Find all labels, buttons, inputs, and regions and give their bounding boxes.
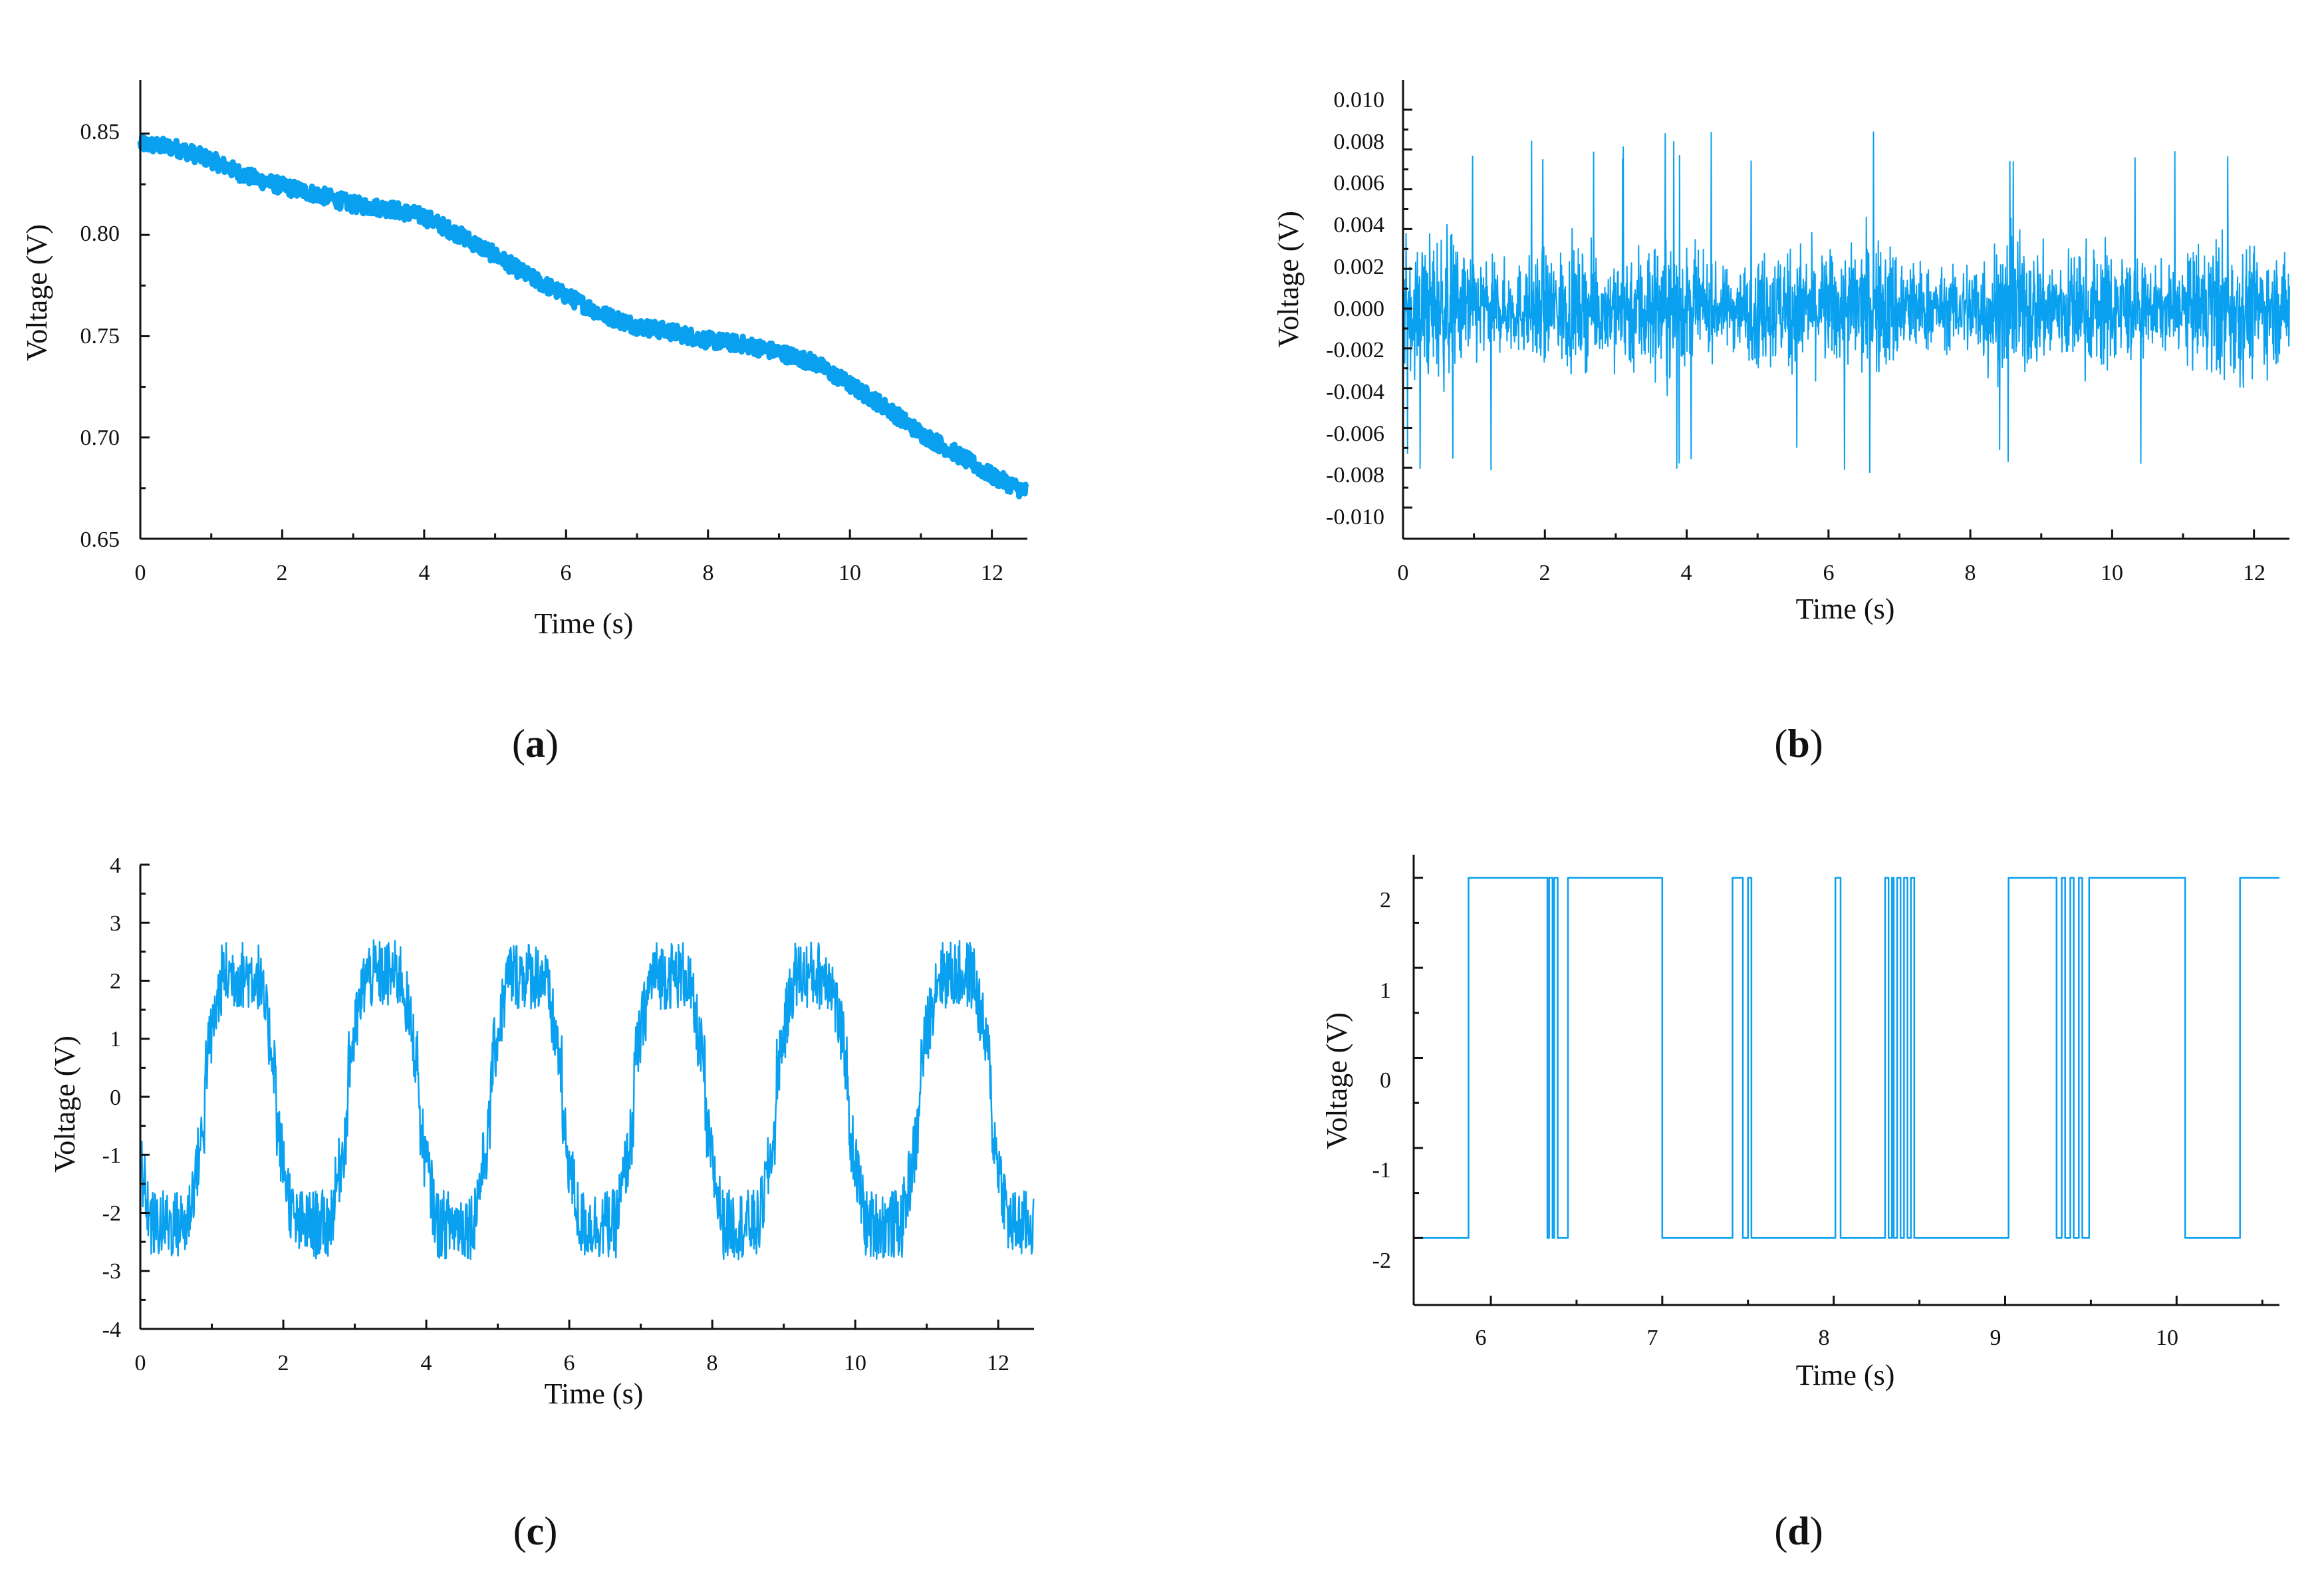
panel-a-y-tick-label: 0.65 <box>80 527 120 552</box>
panel-c-x-tick-label: 6 <box>564 1351 575 1375</box>
panel-a-y-tick-label: 0.75 <box>80 324 120 349</box>
panel-a-y-tick-labels: 0.65 0.70 0.75 0.80 0.85 <box>80 120 120 552</box>
panel-c: -4 -3 -2 -1 0 1 2 3 4 0 2 4 6 8 10 12 Ti… <box>49 853 1035 1553</box>
panel-c-y-tick-label: 1 <box>110 1027 121 1052</box>
panel-b-x-tick-label: 10 <box>2101 561 2123 585</box>
panel-a-tick-marks <box>139 132 993 540</box>
panel-b-caption: (b) <box>1774 722 1823 766</box>
panel-a-x-axis-title: Time (s) <box>535 607 634 640</box>
panel-c-x-tick-label: 4 <box>421 1351 432 1375</box>
panel-c-y-tick-label: 4 <box>110 853 121 878</box>
panel-c-y-tick-labels: -4 -3 -2 -1 0 1 2 3 4 <box>102 853 121 1342</box>
panel-c-tick-marks <box>139 863 999 1330</box>
panel-b-trace <box>1402 131 2290 474</box>
panel-b-y-tick-label: -0.010 <box>1326 505 1384 529</box>
panel-a-y-tick-label: 0.70 <box>80 426 120 450</box>
panel-b-x-axis-title: Time (s) <box>1796 593 1895 625</box>
panel-a: 0.65 0.70 0.75 0.80 0.85 0 2 4 6 8 10 12… <box>21 80 1030 766</box>
series-line <box>137 132 1030 500</box>
panel-d-x-tick-labels: 6 7 8 9 10 <box>1476 1326 2179 1350</box>
panel-d-x-tick-label: 6 <box>1476 1326 1487 1350</box>
panel-c-x-axis-title: Time (s) <box>545 1377 644 1410</box>
panel-b-y-tick-label: 0.010 <box>1334 88 1385 112</box>
panel-b-y-tick-label: 0.006 <box>1334 171 1385 196</box>
panel-d: -2 -1 0 1 2 6 7 8 9 10 Time (s) Voltage … <box>1321 855 2279 1553</box>
panel-d-tick-marks <box>1414 877 2263 1305</box>
panel-b-x-tick-label: 0 <box>1398 561 1409 585</box>
panel-a-x-tick-label: 10 <box>839 561 861 585</box>
panel-c-y-tick-label: 2 <box>110 969 121 994</box>
panel-c-y-tick-label: 3 <box>110 911 121 936</box>
panel-d-x-tick-label: 10 <box>2156 1326 2178 1350</box>
panel-a-x-tick-label: 12 <box>981 561 1003 585</box>
panel-c-caption: (c) <box>513 1509 558 1553</box>
panel-a-x-tick-label: 2 <box>277 561 288 585</box>
panel-c-x-tick-label: 8 <box>707 1351 718 1375</box>
panel-b-tick-marks <box>1402 108 2256 539</box>
panel-c-x-tick-labels: 0 2 4 6 8 10 12 <box>135 1351 1010 1375</box>
panel-b-y-tick-label: 0.004 <box>1334 213 1385 237</box>
panel-a-caption: (a) <box>512 722 559 766</box>
panel-d-y-tick-label: 1 <box>1380 978 1391 1003</box>
panel-b-x-tick-label: 2 <box>1539 561 1551 585</box>
panel-b-y-tick-label: 0.002 <box>1334 255 1385 279</box>
panel-b-x-tick-label: 6 <box>1823 561 1835 585</box>
panel-b: -0.010 -0.008 -0.006 -0.004 -0.002 0.000… <box>1272 80 2290 766</box>
panel-c-y-tick-label: -3 <box>102 1259 121 1284</box>
panel-b-x-tick-label: 12 <box>2243 561 2265 585</box>
panel-a-y-tick-label: 0.85 <box>80 120 120 144</box>
panel-a-x-tick-label: 4 <box>419 561 430 585</box>
panel-b-y-tick-label: -0.002 <box>1326 338 1384 362</box>
panel-b-y-tick-label: -0.006 <box>1326 422 1384 446</box>
panel-c-y-axis-title: Voltage (V) <box>49 1036 81 1173</box>
panel-d-y-tick-label: -2 <box>1372 1248 1391 1273</box>
panel-a-y-axis-title: Voltage (V) <box>21 224 53 361</box>
panel-d-x-tick-label: 8 <box>1819 1326 1830 1350</box>
panel-d-y-tick-label: 2 <box>1380 888 1391 913</box>
panel-d-caption: (d) <box>1774 1509 1823 1553</box>
panel-b-y-axis-title: Voltage (V) <box>1272 211 1305 348</box>
panel-d-x-axis-title: Time (s) <box>1796 1359 1895 1391</box>
panel-a-x-tick-labels: 0 2 4 6 8 10 12 <box>135 561 1004 585</box>
panel-b-x-tick-label: 4 <box>1681 561 1692 585</box>
panel-b-y-tick-label: 0.000 <box>1334 297 1385 321</box>
panel-c-y-tick-label: -4 <box>102 1318 121 1342</box>
panel-c-x-tick-label: 2 <box>278 1351 289 1375</box>
panel-c-y-tick-label: -1 <box>102 1143 121 1168</box>
panel-a-x-tick-label: 6 <box>561 561 572 585</box>
series-line <box>139 939 1035 1260</box>
series-line <box>1414 877 2279 1239</box>
panel-d-y-tick-label: -1 <box>1372 1158 1391 1183</box>
panel-c-x-tick-label: 12 <box>987 1351 1009 1375</box>
series-line <box>1402 131 2290 474</box>
panel-d-y-tick-labels: -2 -1 0 1 2 <box>1372 888 1391 1273</box>
panel-b-x-tick-labels: 0 2 4 6 8 10 12 <box>1398 561 2266 585</box>
panel-b-y-tick-label: 0.008 <box>1334 130 1385 154</box>
panel-d-x-tick-label: 9 <box>1990 1326 2001 1350</box>
panel-b-y-tick-labels: -0.010 -0.008 -0.006 -0.004 -0.002 0.000… <box>1326 88 1384 529</box>
panel-c-y-tick-label: 0 <box>110 1085 121 1110</box>
panel-b-x-tick-label: 8 <box>1965 561 1976 585</box>
panel-a-trace <box>137 132 1030 500</box>
panel-c-x-tick-label: 10 <box>844 1351 866 1375</box>
panel-a-y-tick-label: 0.80 <box>80 221 120 246</box>
panel-d-x-tick-label: 7 <box>1647 1326 1658 1350</box>
panel-d-y-axis-title: Voltage (V) <box>1321 1012 1353 1149</box>
panel-d-trace <box>1414 877 2279 1239</box>
panel-c-trace <box>139 939 1035 1260</box>
panel-d-y-tick-label: 0 <box>1380 1068 1391 1093</box>
panel-b-y-tick-label: -0.004 <box>1326 380 1384 404</box>
panel-b-y-tick-label: -0.008 <box>1326 463 1384 488</box>
panel-a-x-tick-label: 0 <box>135 561 146 585</box>
panel-c-x-tick-label: 0 <box>135 1351 146 1375</box>
panel-a-x-tick-label: 8 <box>703 561 714 585</box>
panel-c-y-tick-label: -2 <box>102 1201 121 1226</box>
